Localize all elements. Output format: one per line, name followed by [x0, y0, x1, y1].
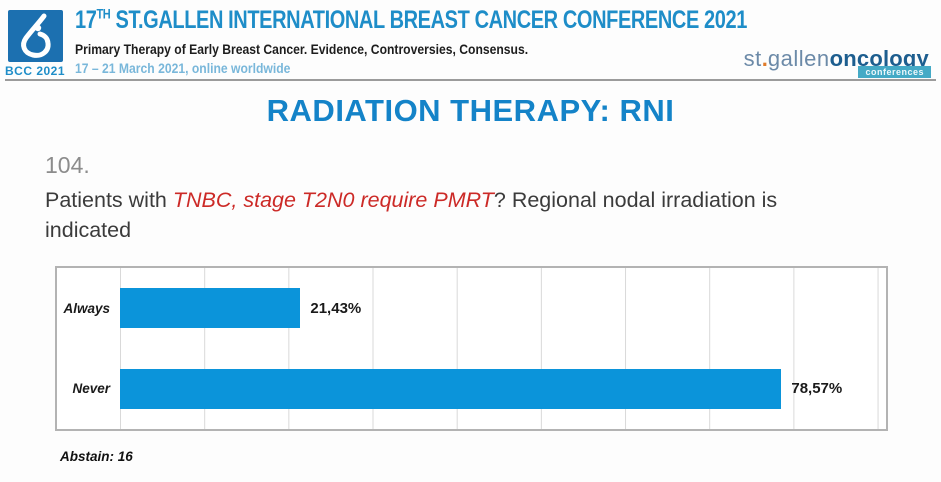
conference-title-rest: ST.GALLEN INTERNATIONAL BREAST CANCER CO… — [110, 6, 747, 34]
abstain-note: Abstain: 16 — [60, 449, 133, 464]
bar-chart: Always 21,43% Never 78,57% — [55, 266, 888, 431]
chart-rows: Always 21,43% Never 78,57% — [57, 268, 886, 429]
conference-title-sup: TH — [96, 6, 111, 22]
bcc-logo — [8, 10, 63, 62]
bar-never — [120, 368, 782, 409]
bar-value-label: 78,57% — [791, 380, 843, 398]
category-label: Never — [72, 381, 110, 397]
bar-track: 78,57% — [120, 349, 886, 430]
question-highlight: TNBC, stage T2N0 require PMRT — [172, 188, 494, 212]
question-text: Patients with TNBC, stage T2N0 require P… — [45, 186, 815, 245]
header-text-block: 17TH ST.GALLEN INTERNATIONAL BREAST CANC… — [75, 6, 915, 76]
question-number: 104. — [45, 152, 90, 178]
conference-title: 17TH ST.GALLEN INTERNATIONAL BREAST CANC… — [75, 6, 747, 35]
chart-row-always: Always 21,43% — [57, 268, 886, 349]
conference-dates: 17 – 21 March 2021, online worldwide — [75, 61, 291, 76]
brand-gallen: gallen — [767, 46, 830, 71]
brand-dot: . — [761, 46, 768, 71]
bar-always — [120, 288, 301, 329]
conference-subtitle: Primary Therapy of Early Breast Cancer. … — [75, 42, 529, 57]
category-label: Always — [63, 300, 110, 316]
brand-st: st — [743, 46, 762, 71]
question-suffix: ? Regional nodal irradiation is indicate… — [45, 188, 778, 242]
bar-track: 21,43% — [120, 268, 886, 349]
bar-value-label: 21,43% — [310, 299, 362, 317]
question-prefix: Patients with — [45, 188, 173, 212]
chart-row-never: Never 78,57% — [57, 349, 886, 430]
brand-conferences-badge: conferences — [858, 66, 931, 78]
header-divider — [5, 79, 936, 81]
breast-logo-icon — [21, 13, 51, 58]
slide-title: RADIATION THERAPY: RNI — [266, 93, 675, 128]
bcc-logo-label: BCC 2021 — [5, 64, 66, 78]
conference-title-num: 17 — [75, 6, 97, 34]
